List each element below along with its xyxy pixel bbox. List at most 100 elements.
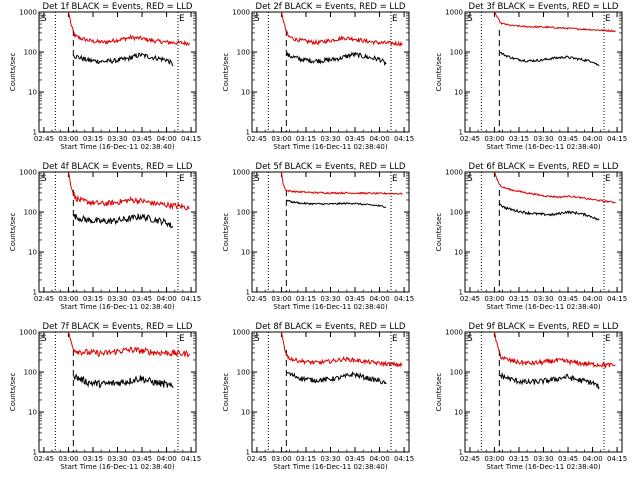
y-tick-label: 1000 — [19, 329, 37, 337]
y-tick-label: 1 — [33, 449, 37, 457]
events-series-line — [286, 199, 387, 208]
plot-frame — [464, 331, 623, 453]
y-tick-label: 100 — [237, 369, 250, 377]
chart-panel-2: Det 2f BLACK = Events, RED = LLD 1 10 100 10… — [222, 2, 414, 151]
x-tick-label: 02:45 — [34, 455, 54, 463]
end-marker: E — [179, 14, 185, 24]
chart-title: Det 4f BLACK = Events, RED = LLD — [43, 162, 193, 172]
y-tick-label: 100 — [237, 49, 250, 57]
chart-panel-3: Det 3f BLACK = Events, RED = LLD 1 10 100 10… — [435, 2, 627, 151]
y-tick-label: 1 — [459, 129, 463, 137]
x-tick-label: 04:00 — [156, 135, 176, 143]
lld-series-line — [67, 331, 190, 358]
x-tick-label: 03:15 — [83, 455, 103, 463]
x-axis-label: Start Time (16-Dec-11 02:38:40) — [486, 303, 600, 311]
x-tick-label: 03:30 — [320, 135, 340, 143]
x-tick-label: 03:15 — [296, 295, 316, 303]
end-marker: E — [392, 14, 398, 24]
lld-series-line — [493, 171, 616, 204]
chart-title: Det 3f BLACK = Events, RED = LLD — [469, 2, 619, 12]
start-marker: S — [254, 334, 260, 344]
x-tick-label: 03:45 — [558, 295, 578, 303]
end-marker: E — [392, 174, 398, 184]
x-tick-label: 03:00 — [271, 135, 291, 143]
chart-panel-5: Det 5f BLACK = Events, RED = LLD 1 10 100 10… — [222, 162, 414, 311]
y-tick-label: 10 — [28, 249, 37, 257]
x-tick-label: 03:15 — [83, 295, 103, 303]
lld-series-line — [67, 11, 190, 47]
x-axis-label: Start Time (16-Dec-11 02:38:40) — [60, 143, 174, 151]
x-tick-label: 03:45 — [558, 135, 578, 143]
y-tick-label: 10 — [454, 249, 463, 257]
y-tick-label: 1 — [33, 289, 37, 297]
y-tick-label: 1000 — [232, 329, 250, 337]
y-tick-label: 10 — [28, 89, 37, 97]
y-axis-label: Counts/sec — [222, 373, 230, 412]
start-marker: S — [467, 334, 473, 344]
plot-frame — [38, 11, 197, 133]
lld-series-line — [493, 331, 616, 369]
x-axis-label: Start Time (16-Dec-11 02:38:40) — [60, 463, 174, 471]
end-marker: E — [605, 174, 611, 184]
end-marker: E — [179, 174, 185, 184]
x-tick-label: 03:00 — [484, 135, 504, 143]
chart-title: Det 2f BLACK = Events, RED = LLD — [256, 2, 406, 12]
x-tick-label: 03:00 — [58, 295, 78, 303]
y-axis-label: Counts/sec — [9, 213, 17, 252]
x-tick-label: 04:00 — [582, 455, 602, 463]
x-tick-label: 03:45 — [132, 295, 152, 303]
y-tick-label: 100 — [24, 49, 37, 57]
chart-title: Det 5f BLACK = Events, RED = LLD — [256, 162, 406, 172]
y-tick-label: 1000 — [232, 169, 250, 177]
y-tick-label: 1000 — [445, 9, 463, 17]
x-tick-label: 03:45 — [132, 455, 152, 463]
y-tick-label: 10 — [241, 409, 250, 417]
y-axis-label: Counts/sec — [435, 213, 443, 252]
y-tick-label: 1000 — [445, 329, 463, 337]
y-axis-label: Counts/sec — [9, 373, 17, 412]
plot-frame — [251, 171, 410, 293]
y-tick-label: 1 — [33, 129, 37, 137]
chart-panel-4: Det 4f BLACK = Events, RED = LLD 1 10 100 10… — [9, 162, 201, 311]
x-tick-label: 04:00 — [369, 455, 389, 463]
y-tick-label: 1000 — [232, 9, 250, 17]
x-tick-label: 02:45 — [460, 455, 480, 463]
x-tick-label: 04:15 — [394, 295, 414, 303]
lld-series-line — [280, 11, 403, 47]
events-series-line — [73, 373, 174, 389]
start-marker: S — [254, 14, 260, 24]
events-series-line — [73, 52, 174, 67]
x-axis-label: Start Time (16-Dec-11 02:38:40) — [486, 463, 600, 471]
x-tick-label: 03:30 — [533, 455, 553, 463]
y-axis-label: Counts/sec — [222, 53, 230, 92]
chart-panel-7: Det 7f BLACK = Events, RED = LLD 1 10 100 10… — [9, 322, 201, 471]
start-marker: S — [41, 174, 47, 184]
y-tick-label: 1000 — [445, 169, 463, 177]
x-tick-label: 03:30 — [320, 455, 340, 463]
lld-series-line — [280, 331, 403, 368]
x-tick-label: 04:00 — [156, 295, 176, 303]
x-tick-label: 03:30 — [533, 135, 553, 143]
x-tick-label: 03:30 — [320, 295, 340, 303]
x-axis-label: Start Time (16-Dec-11 02:38:40) — [273, 143, 387, 151]
y-tick-label: 10 — [454, 89, 463, 97]
y-axis-label: Counts/sec — [435, 373, 443, 412]
x-tick-label: 02:45 — [34, 295, 54, 303]
start-marker: S — [254, 174, 260, 184]
x-tick-label: 04:00 — [156, 455, 176, 463]
x-tick-label: 02:45 — [460, 135, 480, 143]
y-tick-label: 10 — [454, 409, 463, 417]
x-tick-label: 02:45 — [460, 295, 480, 303]
y-tick-label: 100 — [24, 369, 37, 377]
x-tick-label: 02:45 — [247, 295, 267, 303]
x-tick-label: 02:45 — [34, 135, 54, 143]
y-tick-label: 1 — [459, 289, 463, 297]
x-tick-label: 04:15 — [394, 135, 414, 143]
y-tick-label: 100 — [450, 209, 463, 217]
x-tick-label: 03:30 — [107, 295, 127, 303]
start-marker: S — [467, 14, 473, 24]
x-axis-label: Start Time (16-Dec-11 02:38:40) — [273, 463, 387, 471]
x-tick-label: 04:00 — [369, 295, 389, 303]
y-tick-label: 100 — [450, 369, 463, 377]
y-tick-label: 1 — [246, 449, 250, 457]
